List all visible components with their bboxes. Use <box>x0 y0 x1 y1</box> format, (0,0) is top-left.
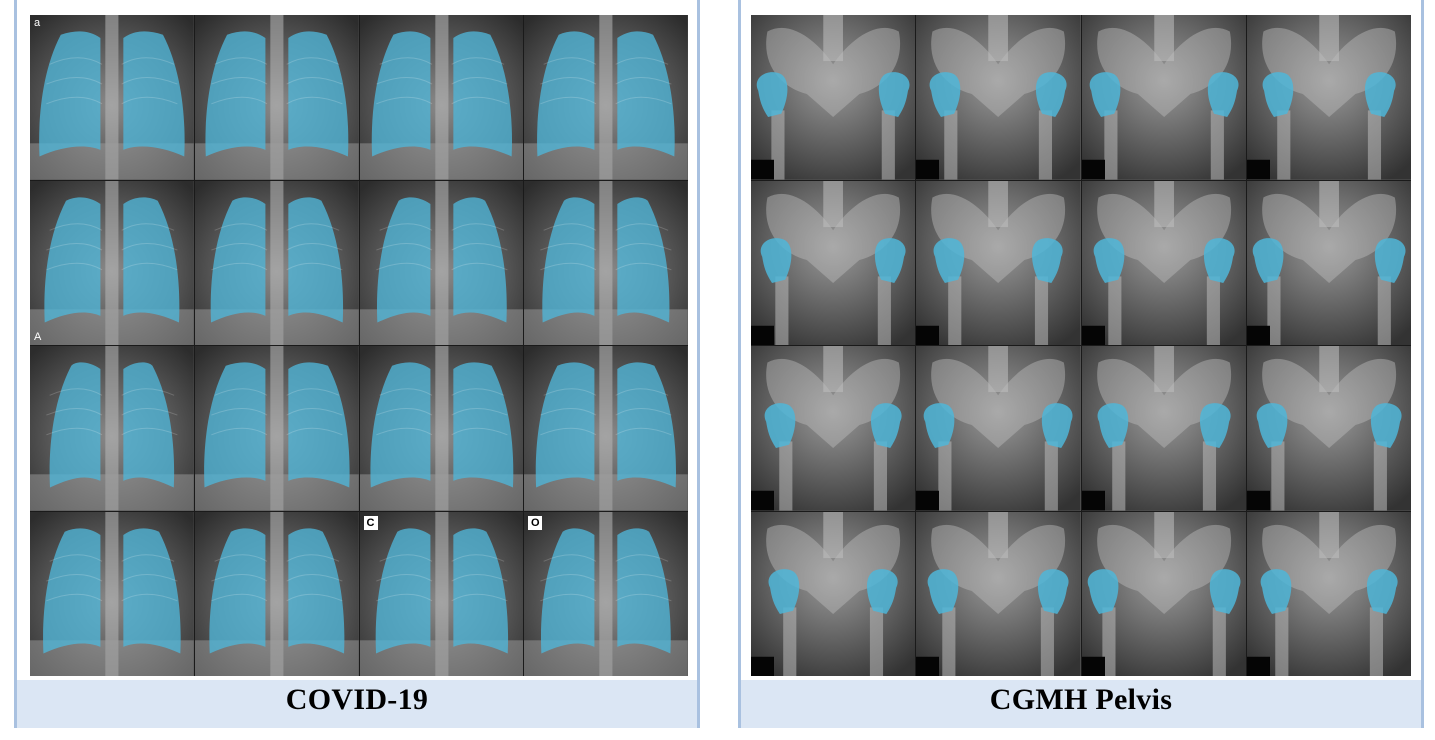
chest-xray-tile: C <box>359 511 524 676</box>
pelvis-xray-tile <box>751 346 916 511</box>
xray-grid-covid: a <box>30 15 688 676</box>
panel-left-border <box>14 0 17 728</box>
pelvis-xray-tile <box>916 15 1081 180</box>
panel-covid: a <box>14 0 700 728</box>
chest-xray-tile <box>524 15 688 180</box>
pelvis-xray-tile <box>751 180 916 345</box>
chest-xray-tile <box>194 15 359 180</box>
panel-left-border <box>738 0 741 728</box>
chest-xray-tile <box>524 346 688 511</box>
pelvis-xray-tile <box>916 180 1081 345</box>
chest-xray-tile: O <box>524 511 688 676</box>
pelvis-xray-tile <box>1246 511 1411 676</box>
pelvis-xray-tile <box>1081 15 1246 180</box>
tile-letter-label: O <box>528 515 543 530</box>
chest-xray-tile: a <box>30 15 194 180</box>
panel-caption-covid: COVID-19 <box>285 683 429 716</box>
chest-xray-tile <box>359 346 524 511</box>
pelvis-xray-tile <box>916 511 1081 676</box>
pelvis-xray-tile <box>1081 511 1246 676</box>
caption-band <box>741 680 1421 728</box>
xray-grid-pelvis <box>751 15 1411 676</box>
panel-pelvis: CGMH Pelvis <box>738 0 1424 728</box>
chest-xray-tile <box>30 511 194 676</box>
pelvis-xray-tile <box>916 346 1081 511</box>
panel-right-border <box>697 0 700 728</box>
pelvis-xray-tile <box>1246 15 1411 180</box>
pelvis-xray-tile <box>1246 346 1411 511</box>
pelvis-xray-tile <box>1081 346 1246 511</box>
panel-right-border <box>1421 0 1424 728</box>
chest-xray-tile <box>194 346 359 511</box>
chest-xray-tile <box>524 180 688 345</box>
tile-letter-label: A <box>34 331 42 343</box>
chest-xray-tile: A <box>30 180 194 345</box>
pelvis-xray-tile <box>1246 180 1411 345</box>
chest-xray-tile <box>194 180 359 345</box>
tile-letter-label: a <box>34 17 41 29</box>
chest-xray-tile <box>359 15 524 180</box>
chest-xray-tile <box>359 180 524 345</box>
chest-xray-tile <box>194 511 359 676</box>
pelvis-xray-tile <box>751 511 916 676</box>
panel-caption-pelvis: CGMH Pelvis <box>989 683 1173 716</box>
caption-band <box>17 680 697 728</box>
pelvis-xray-tile <box>751 15 916 180</box>
chest-xray-tile <box>30 346 194 511</box>
tile-letter-label: C <box>363 515 378 530</box>
pelvis-xray-tile <box>1081 180 1246 345</box>
